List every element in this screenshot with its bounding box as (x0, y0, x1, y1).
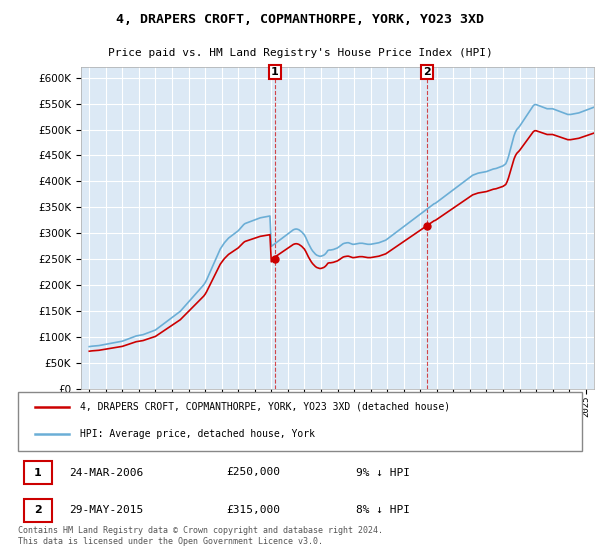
Text: 24-MAR-2006: 24-MAR-2006 (69, 468, 143, 478)
Text: 9% ↓ HPI: 9% ↓ HPI (356, 468, 410, 478)
Text: £250,000: £250,000 (227, 468, 281, 478)
Text: 1: 1 (34, 468, 41, 478)
Text: Contains HM Land Registry data © Crown copyright and database right 2024.
This d: Contains HM Land Registry data © Crown c… (18, 526, 383, 546)
Text: 8% ↓ HPI: 8% ↓ HPI (356, 505, 410, 515)
Text: 1: 1 (271, 67, 279, 77)
FancyBboxPatch shape (18, 392, 582, 451)
FancyBboxPatch shape (23, 461, 52, 484)
Text: 29-MAY-2015: 29-MAY-2015 (69, 505, 143, 515)
Text: 2: 2 (34, 505, 41, 515)
Text: 4, DRAPERS CROFT, COPMANTHORPE, YORK, YO23 3XD (detached house): 4, DRAPERS CROFT, COPMANTHORPE, YORK, YO… (80, 402, 450, 412)
Text: £315,000: £315,000 (227, 505, 281, 515)
FancyBboxPatch shape (23, 499, 52, 522)
Text: 2: 2 (423, 67, 431, 77)
Text: 4, DRAPERS CROFT, COPMANTHORPE, YORK, YO23 3XD: 4, DRAPERS CROFT, COPMANTHORPE, YORK, YO… (116, 13, 484, 26)
Text: HPI: Average price, detached house, York: HPI: Average price, detached house, York (80, 430, 315, 440)
Text: Price paid vs. HM Land Registry's House Price Index (HPI): Price paid vs. HM Land Registry's House … (107, 48, 493, 58)
